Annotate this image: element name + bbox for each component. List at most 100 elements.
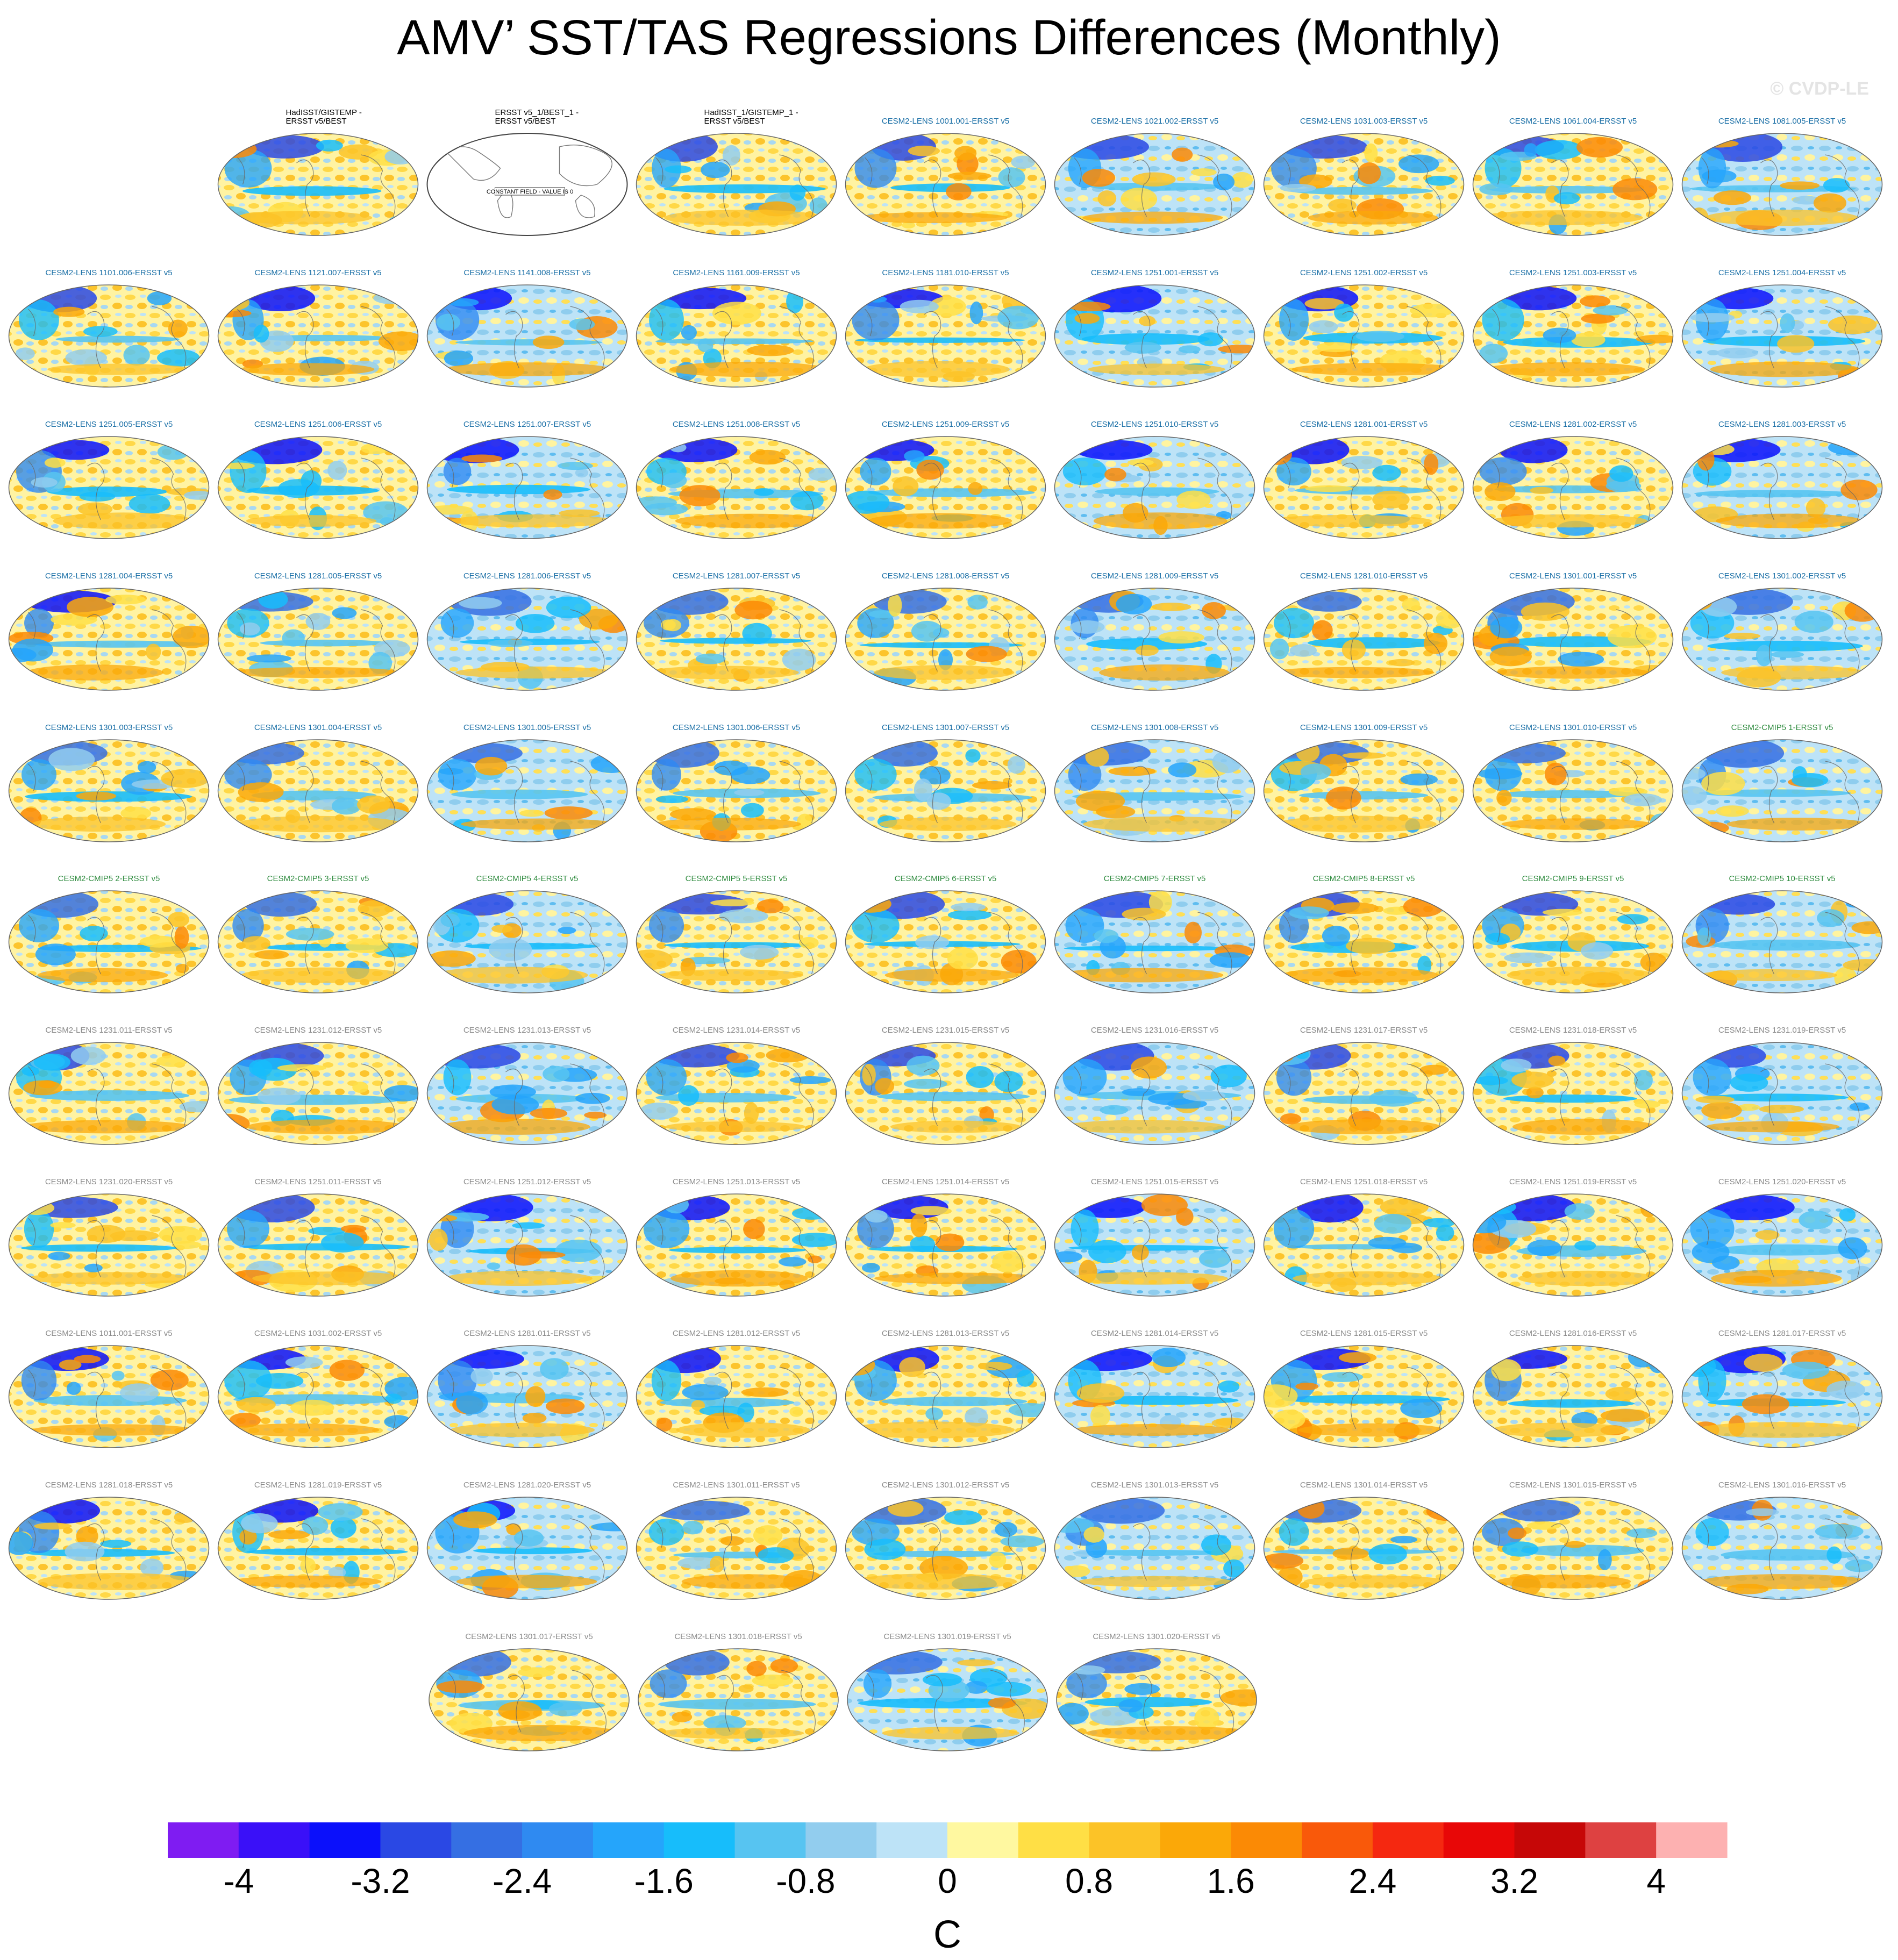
colorbar-swatch xyxy=(1231,1822,1302,1858)
map-outline xyxy=(1056,1648,1257,1751)
map-outline xyxy=(845,133,1046,236)
panel-title: CESM2-LENS 1301.007-ERSST v5 xyxy=(882,723,1009,732)
panel-title: CESM2-LENS 1231.020-ERSST v5 xyxy=(45,1177,173,1186)
coastlines xyxy=(865,912,1023,975)
member-panel: CESM2-LENS 1231.015-ERSST v5 xyxy=(845,1026,1046,1145)
member-panel: CESM2-LENS 1251.020-ERSST v5 xyxy=(1681,1177,1883,1297)
coastlines xyxy=(655,1215,814,1278)
colorbar-swatch xyxy=(947,1822,1019,1858)
map-outline xyxy=(426,1042,628,1145)
map-outline xyxy=(1681,739,1883,842)
coastlines xyxy=(28,761,187,824)
member-panel: CESM2-LENS 1301.007-ERSST v5 xyxy=(845,723,1046,842)
member-panel: CESM2-LENS 1281.010-ERSST v5 xyxy=(1263,571,1465,691)
coastlines xyxy=(655,154,814,217)
panel-title: CESM2-LENS 1251.012-ERSST v5 xyxy=(463,1177,591,1186)
member-panel: CESM2-CMIP5 5-ERSST v5 xyxy=(636,874,837,993)
coastlines xyxy=(446,609,605,672)
panel-title: CESM2-LENS 1061.004-ERSST v5 xyxy=(1509,117,1637,126)
panel-title: CESM2-LENS 1281.011-ERSST v5 xyxy=(463,1329,590,1338)
member-panel: CESM2-LENS 1031.003-ERSST v5 xyxy=(1263,117,1465,236)
colorbar-swatch xyxy=(380,1822,452,1858)
map-outline xyxy=(1054,1042,1255,1145)
member-panel: CESM2-LENS 1251.002-ERSST v5 xyxy=(1263,268,1465,388)
map-outline xyxy=(8,1497,210,1600)
member-panel: CESM2-LENS 1231.012-ERSST v5 xyxy=(217,1026,419,1145)
panel-title: CESM2-LENS 1251.008-ERSST v5 xyxy=(673,420,800,429)
panel-title: CESM2-LENS 1121.007-ERSST v5 xyxy=(254,268,381,277)
coastlines xyxy=(1492,154,1651,217)
coastlines xyxy=(1492,609,1651,672)
coastlines xyxy=(1075,1670,1234,1733)
map-outline xyxy=(217,133,419,236)
map-outline xyxy=(845,284,1046,388)
map-outline xyxy=(636,890,837,993)
member-panel: CESM2-CMIP5 6-ERSST v5 xyxy=(845,874,1046,993)
member-panel: CESM2-LENS 1281.020-ERSST v5 xyxy=(426,1480,628,1600)
coastlines xyxy=(1074,761,1232,824)
coastlines xyxy=(1701,1367,1860,1429)
map-outline xyxy=(429,1648,630,1751)
panel-title: CESM2-LENS 1231.013-ERSST v5 xyxy=(463,1026,591,1035)
member-panel: CESM2-LENS 1301.004-ERSST v5 xyxy=(217,723,419,842)
coastlines xyxy=(1492,1518,1651,1581)
panel-title: CESM2-LENS 1281.009-ERSST v5 xyxy=(1091,571,1218,581)
panel-title: CESM2-LENS 1301.004-ERSST v5 xyxy=(254,723,382,732)
member-panel: CESM2-LENS 1301.020-ERSST v5 xyxy=(1056,1632,1257,1751)
map-outline xyxy=(217,1497,419,1600)
observation-panel: ERSST v5_1/BEST_1 -ERSST v5/BEST CONSTANT… xyxy=(426,108,628,236)
colorbar-swatch xyxy=(451,1822,523,1858)
panel-title: CESM2-LENS 1141.008-ERSST v5 xyxy=(463,268,590,277)
panel-title: CESM2-LENS 1281.003-ERSST v5 xyxy=(1718,420,1846,429)
member-panel: CESM2-CMIP5 10-ERSST v5 xyxy=(1681,874,1883,993)
coastlines xyxy=(1283,1367,1442,1429)
member-panel: CESM2-LENS 1281.012-ERSST v5 xyxy=(636,1329,837,1448)
map-outline xyxy=(1263,1497,1465,1600)
coastlines xyxy=(865,1518,1023,1581)
map-outline xyxy=(217,588,419,691)
panel-title: CESM2-LENS 1251.006-ERSST v5 xyxy=(254,420,382,429)
member-panel: CESM2-CMIP5 2-ERSST v5 xyxy=(8,874,210,993)
map-outline xyxy=(1681,588,1883,691)
map-outline xyxy=(1681,1042,1883,1145)
coastlines xyxy=(1283,912,1442,975)
panel-title: HadISST_1/GISTEMP_1 - xyxy=(704,108,798,117)
colorbar-swatch xyxy=(805,1822,877,1858)
member-panel: CESM2-LENS 1231.019-ERSST v5 xyxy=(1681,1026,1883,1145)
map-field xyxy=(1682,1497,1882,1599)
member-panel: CESM2-LENS 1141.008-ERSST v5 xyxy=(426,268,628,388)
colorbar-swatch xyxy=(734,1822,806,1858)
coastlines xyxy=(237,457,396,520)
colorbar-swatch xyxy=(1302,1822,1373,1858)
panel-title: CESM2-LENS 1301.011-ERSST v5 xyxy=(673,1480,800,1490)
member-panel: CESM2-LENS 1251.008-ERSST v5 xyxy=(636,420,837,539)
map-outline xyxy=(426,588,628,691)
panel-title: CESM2-LENS 1301.010-ERSST v5 xyxy=(1509,723,1637,732)
panel-title: CESM2-LENS 1281.005-ERSST v5 xyxy=(254,571,382,581)
map-outline xyxy=(217,284,419,388)
panel-title: CESM2-LENS 1281.020-ERSST v5 xyxy=(463,1480,591,1490)
coastlines xyxy=(237,609,396,672)
map-outline xyxy=(217,890,419,993)
coastlines xyxy=(446,1063,605,1126)
map-outline xyxy=(1054,284,1255,388)
coastlines xyxy=(1074,609,1232,672)
map-outline xyxy=(426,284,628,388)
map-outline xyxy=(1263,1193,1465,1297)
panel-title: CESM2-CMIP5 5-ERSST v5 xyxy=(686,874,788,883)
member-panel: CESM2-CMIP5 9-ERSST v5 xyxy=(1472,874,1674,993)
map-outline xyxy=(1054,133,1255,236)
coastlines xyxy=(1701,1063,1860,1126)
panel-title: CESM2-LENS 1231.019-ERSST v5 xyxy=(1718,1026,1846,1035)
colorbar-tick-label: 0 xyxy=(938,1862,957,1900)
map-outline xyxy=(426,739,628,842)
panel-title: CESM2-LENS 1251.013-ERSST v5 xyxy=(673,1177,800,1186)
coastlines xyxy=(865,306,1023,369)
map-outline xyxy=(1472,436,1674,539)
coastlines xyxy=(1492,912,1651,975)
panel-title: CESM2-LENS 1301.019-ERSST v5 xyxy=(883,1632,1011,1641)
map-outline xyxy=(426,890,628,993)
member-panel: CESM2-LENS 1251.013-ERSST v5 xyxy=(636,1177,837,1297)
coastlines xyxy=(1701,761,1860,824)
member-panel: CESM2-LENS 1011.001-ERSST v5 xyxy=(8,1329,210,1448)
